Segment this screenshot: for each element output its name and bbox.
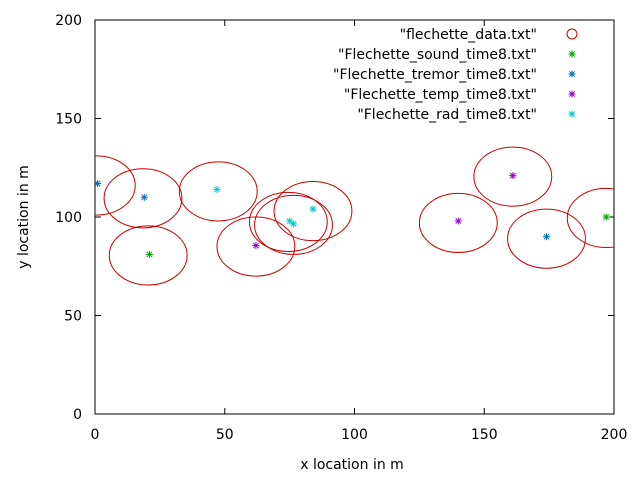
x-tick-label: 100 [341,427,368,443]
star-point [286,217,294,225]
circle-point [178,161,258,222]
legend-label: "Flechette_tremor_time8.txt" [333,67,537,83]
star-point [290,220,298,228]
circle-point [103,168,183,229]
star-point [309,205,317,213]
star-point [213,185,221,193]
legend-star-marker [568,110,576,118]
x-tick-label: 200 [601,427,628,443]
x-axis-label: x location in m [300,457,404,473]
circle-point [248,191,328,252]
x-tick-label: 50 [216,427,234,443]
circle-point [566,187,614,249]
circle-point [507,208,586,269]
x-tick-label: 150 [471,427,498,443]
data-marks [95,146,614,286]
axis-ticks [94,19,615,415]
star-point [454,217,462,225]
legend-label: "Flechette_sound_time8.txt" [338,47,537,63]
y-tick-label: 0 [73,407,82,423]
y-tick-label: 200 [55,13,82,29]
circle-point [108,225,188,286]
star-point [145,250,153,258]
star-point [602,213,610,221]
star-point [140,193,148,201]
star-point [95,180,102,188]
circle-point [418,192,498,253]
y-axis-label: y location in m [16,165,32,269]
y-tick-label: 50 [64,309,82,325]
star-point [543,233,551,241]
axis-tick-labels: 0 50 100 150 200 0 50 100 150 200 [55,13,627,443]
legend-star-marker [568,70,576,78]
legend-star-marker [568,50,576,58]
legend: "flechette_data.txt" "Flechette_sound_tim… [333,27,578,123]
y-tick-label: 100 [55,210,82,226]
star-point [252,242,260,250]
legend-star-marker [568,90,576,98]
circle-point [254,194,333,255]
legend-label: "Flechette_rad_time8.txt" [357,107,537,123]
legend-label: "flechette_data.txt" [400,27,537,43]
circle-point [273,181,353,242]
star-point [509,172,517,180]
circle-point [473,146,553,207]
x-tick-label: 0 [91,427,100,443]
y-tick-label: 150 [55,112,82,128]
legend-circle-marker [566,28,578,40]
legend-label: "Flechette_temp_time8.txt" [344,87,537,103]
circle-point [95,155,136,216]
